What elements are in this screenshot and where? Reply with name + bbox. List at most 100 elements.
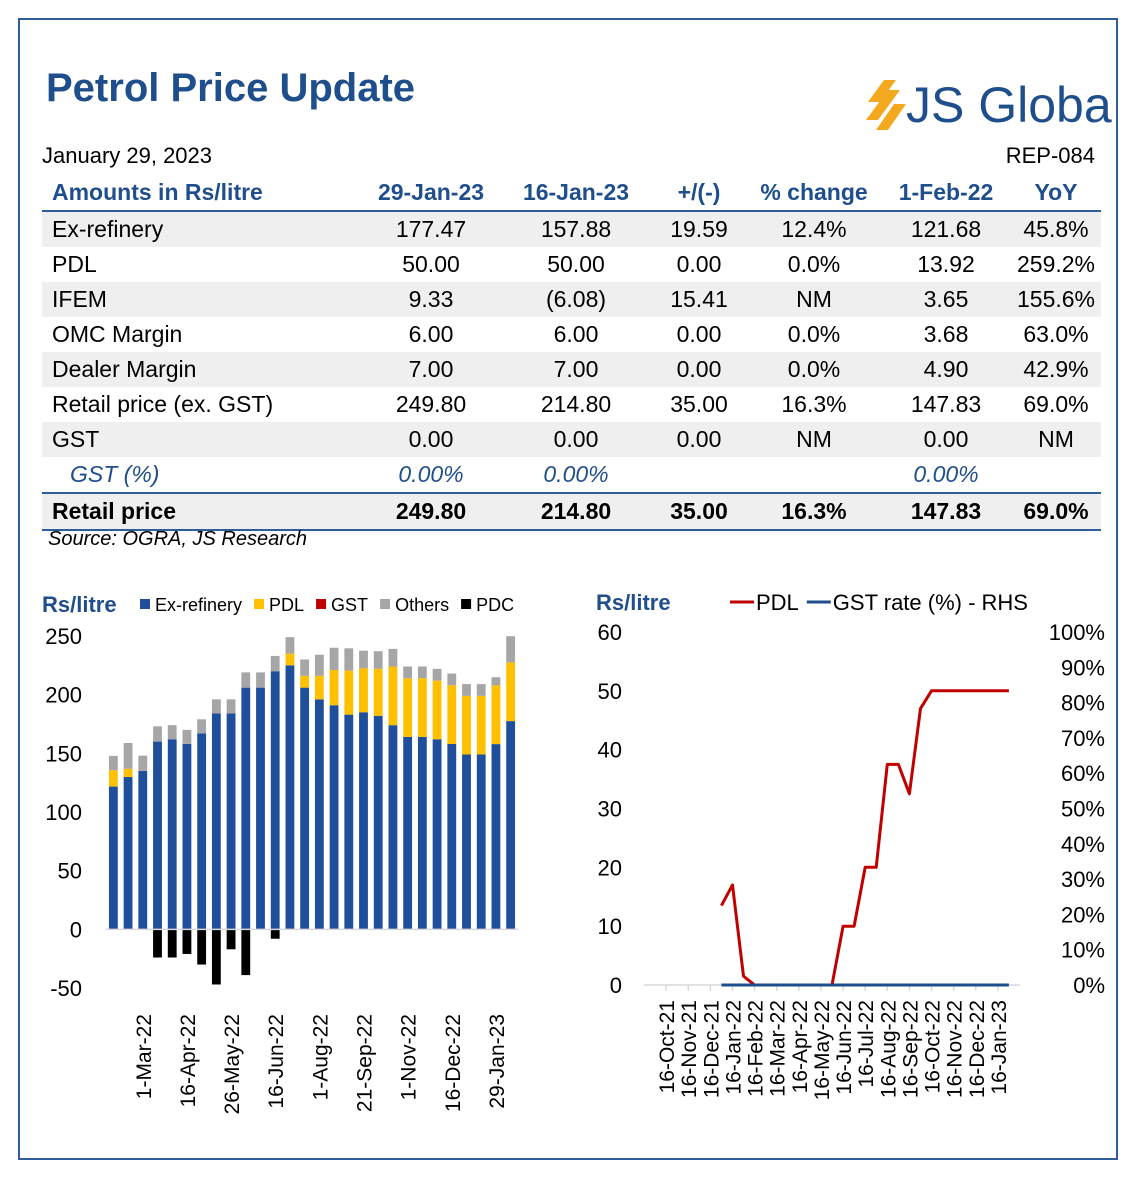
y-tick-label: 250 bbox=[45, 624, 82, 649]
table-cell: 6.00 bbox=[408, 321, 454, 347]
table-cell: 249.80 bbox=[395, 391, 467, 417]
legend-label: PDL bbox=[269, 595, 304, 615]
bar-ex-refinery bbox=[197, 733, 207, 930]
y-tick-label: 20 bbox=[598, 855, 622, 880]
table-cell: 0.0% bbox=[787, 251, 841, 277]
table-cell: 16.3% bbox=[781, 391, 847, 417]
bar-ex-refinery bbox=[373, 715, 383, 930]
table-body: Ex-refinery 177.47 157.88 19.59 12.4% 121.68 4… bbox=[42, 211, 1101, 531]
bar-others bbox=[256, 672, 265, 688]
y2-tick-label: 80% bbox=[1061, 691, 1105, 716]
x-tick-label: 16-May-22 bbox=[811, 1000, 834, 1100]
bar-others bbox=[403, 666, 413, 679]
legend-label: PDL bbox=[756, 590, 799, 615]
table-cell: 3.68 bbox=[923, 321, 969, 347]
bar-ex-refinery bbox=[226, 713, 236, 930]
legend-swatch bbox=[254, 599, 265, 609]
table-cell: 0.00 bbox=[676, 251, 722, 277]
bar-ex-refinery bbox=[167, 739, 177, 930]
legend: Ex-refinery PDL GST Others PDC bbox=[140, 595, 514, 615]
bar-pdl bbox=[300, 675, 310, 688]
row-label: OMC Margin bbox=[52, 321, 183, 347]
y-tick-label: 30 bbox=[598, 797, 622, 822]
table-cell: 13.92 bbox=[917, 251, 975, 277]
y-axis: -50 0 50 100 150 200 250 bbox=[45, 624, 82, 1001]
bar-ex-refinery bbox=[447, 743, 457, 930]
table-row: Retail price (ex. GST) 249.80 214.80 35.00 1… bbox=[42, 387, 1101, 422]
x-tick-label: 16-Dec-22 bbox=[442, 1014, 465, 1112]
bar-pdc bbox=[197, 929, 207, 965]
bar-others bbox=[388, 648, 398, 667]
bar-others bbox=[329, 647, 339, 671]
legend-label: PDC bbox=[476, 595, 514, 615]
x-tick-label: 16-Nov-21 bbox=[678, 1000, 701, 1098]
table-cell: 7.00 bbox=[361, 352, 501, 387]
legend-swatch bbox=[380, 599, 391, 609]
table-row: OMC Margin 6.00 6.00 0.00 0.0% 3.68 63.0% bbox=[42, 317, 1101, 352]
bar-others bbox=[241, 672, 251, 688]
series-lines bbox=[720, 689, 1009, 987]
bar-pdl bbox=[476, 695, 486, 755]
row-label: PDL bbox=[52, 251, 97, 277]
x-tick-label: 16-Apr-22 bbox=[789, 1000, 812, 1093]
y2-tick-label: 70% bbox=[1061, 726, 1105, 751]
y-axis-left: 0 10 20 30 40 50 60 bbox=[598, 620, 622, 998]
table-cell: NM bbox=[1011, 422, 1101, 457]
bar-pdl bbox=[403, 678, 413, 737]
legend-swatch bbox=[140, 599, 150, 609]
table-cell: 16.3% bbox=[747, 492, 881, 531]
y-axis-right: 0% 10% 20% 30% 40% 50% 60% 70% 80% 90% 100% bbox=[1049, 620, 1105, 998]
bar-ex-refinery bbox=[432, 739, 442, 930]
bar-others bbox=[197, 719, 207, 734]
row-label: GST (%) bbox=[70, 461, 160, 487]
x-tick-label: 1-Nov-22 bbox=[398, 1014, 421, 1100]
table-row: IFEM 9.33 (6.08) 15.41 NM 3.65 155.6% bbox=[42, 282, 1101, 317]
line-chart: Rs/litre PDL GST rate (%) - RHS 0 10 20 30 40… bbox=[596, 590, 1105, 1100]
table-cell: 19.59 bbox=[651, 211, 747, 247]
price-table: Amounts in Rs/litre 29-Jan-23 16-Jan-23 … bbox=[42, 174, 1101, 531]
y2-tick-label: 60% bbox=[1061, 761, 1105, 786]
x-tick-label: 16-Jun-22 bbox=[833, 1000, 856, 1095]
x-tick-label: 1-Mar-22 bbox=[133, 1014, 156, 1099]
y2-tick-label: 10% bbox=[1061, 938, 1105, 963]
table-cell: 0.00 bbox=[676, 321, 722, 347]
table-cell: 155.6% bbox=[1011, 282, 1101, 317]
y-axis-title: Rs/litre bbox=[596, 590, 671, 615]
bar-ex-refinery bbox=[476, 754, 486, 930]
table-cell: 69.0% bbox=[1023, 391, 1089, 417]
table-row: PDL 50.00 50.00 0.00 0.0% 13.92 259.2% bbox=[42, 247, 1101, 282]
legend: PDL GST rate (%) - RHS bbox=[730, 590, 1028, 615]
y2-tick-label: 90% bbox=[1061, 655, 1105, 680]
table-cell: NM bbox=[747, 422, 881, 457]
x-tick-label: 26-May-22 bbox=[221, 1014, 244, 1114]
table-cell: 147.83 bbox=[910, 391, 982, 417]
bar-others bbox=[373, 651, 383, 669]
bar-others bbox=[182, 729, 192, 744]
bar-others bbox=[506, 636, 516, 663]
table-cell: 50.00 bbox=[402, 251, 460, 277]
bar-ex-refinery bbox=[256, 687, 265, 930]
bar-pdl bbox=[417, 678, 427, 737]
report-date: January 29, 2023 bbox=[42, 143, 213, 168]
bar-others bbox=[476, 684, 486, 696]
y-tick-label: 40 bbox=[598, 738, 622, 763]
bar-others bbox=[138, 755, 148, 771]
bar-ex-refinery bbox=[182, 743, 192, 930]
x-tick-label: 16-Aug-22 bbox=[877, 1000, 900, 1098]
table-cell: 214.80 bbox=[540, 391, 612, 417]
bar-ex-refinery bbox=[344, 714, 354, 930]
bar-pdc bbox=[241, 929, 251, 976]
js-global-logo: JS Global bbox=[866, 77, 1112, 133]
table-cell: 214.80 bbox=[501, 492, 651, 531]
table-row: Ex-refinery 177.47 157.88 19.59 12.4% 121.68 4… bbox=[42, 211, 1101, 247]
bar-pdl bbox=[329, 670, 339, 706]
bar-others bbox=[462, 684, 471, 696]
bar-ex-refinery bbox=[285, 665, 295, 930]
x-tick-label: 16-Jan-23 bbox=[988, 1000, 1011, 1095]
column-header: Amounts in Rs/litre bbox=[42, 174, 361, 212]
bar-ex-refinery bbox=[506, 721, 516, 930]
y2-tick-label: 40% bbox=[1061, 832, 1105, 857]
column-header: 29-Jan-23 bbox=[361, 174, 501, 212]
table-cell: 0.00% bbox=[543, 461, 609, 487]
bar-ex-refinery bbox=[153, 741, 162, 930]
